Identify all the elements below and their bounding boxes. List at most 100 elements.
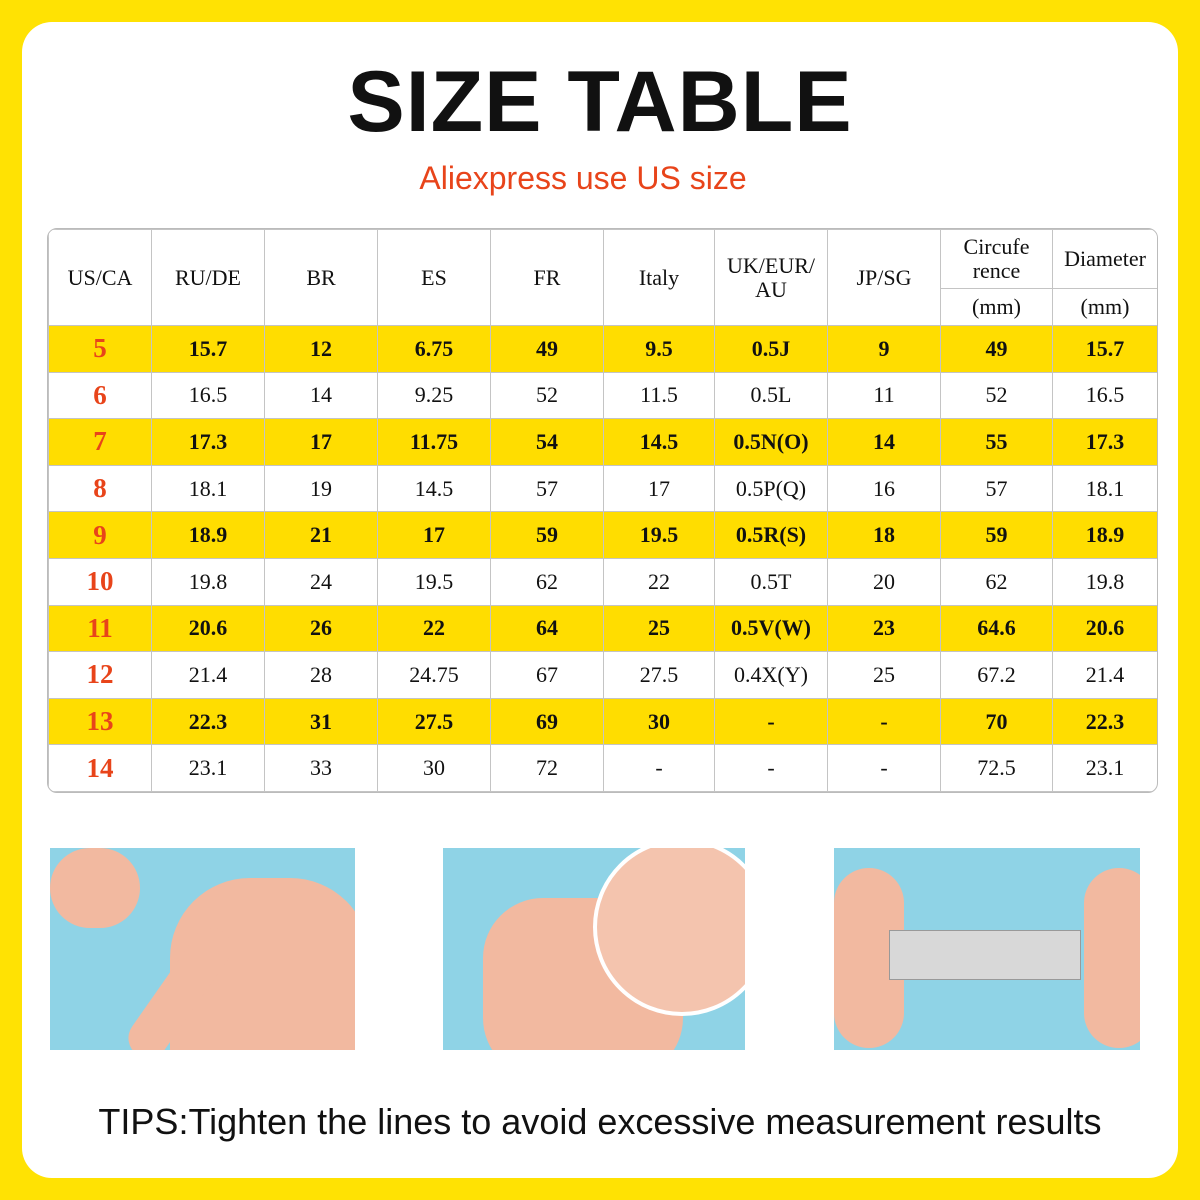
cell-italy: 27.5: [603, 651, 715, 699]
cell-uk-eur-au: -: [714, 744, 828, 792]
header-circumference-unit: (mm): [940, 288, 1053, 326]
cell-diameter: 18.1: [1052, 464, 1157, 513]
photo-marking-string: [443, 848, 745, 1050]
tips-text: TIPS:Tighten the lines to avoid excessiv…: [98, 1101, 1102, 1142]
cell-es: 9.25: [377, 371, 491, 420]
cell-circumference: 70: [940, 697, 1053, 746]
cell-jp-sg: 11: [827, 371, 941, 420]
cell-br: 26: [264, 604, 378, 653]
photo-ruler-measure: [834, 848, 1140, 1050]
cell-circumference: 72.5: [940, 744, 1053, 792]
cell-italy: 19.5: [603, 511, 715, 559]
cell-us: 5: [48, 325, 152, 373]
cell-ru-de: 18.1: [151, 464, 265, 513]
cell-uk-eur-au: 0.5V(W): [714, 604, 828, 653]
cell-jp-sg: 16: [827, 464, 941, 513]
header-jp-sg: JP/SG: [827, 229, 941, 326]
cell-circumference: 62: [940, 557, 1053, 606]
cell-us: 12: [48, 651, 152, 699]
cell-br: 33: [264, 744, 378, 792]
cell-uk-eur-au: 0.5L: [714, 371, 828, 420]
cell-ru-de: 17.3: [151, 418, 265, 466]
table-row: 14 23.1 33 30 72- - -72.5 23.1: [48, 744, 1157, 792]
cell-circumference: 49: [940, 325, 1053, 373]
cell-diameter: 17.3: [1052, 418, 1157, 466]
table-row: 13 22.3 31 27.5 69 30- -70 22.3: [48, 697, 1157, 746]
cell-circumference: 57: [940, 464, 1053, 513]
cell-jp-sg: 9: [827, 325, 941, 373]
cell-diameter: 23.1: [1052, 744, 1157, 792]
cell-diameter: 20.6: [1052, 604, 1157, 653]
cell-es: 11.75: [377, 418, 491, 466]
cell-us: 11: [48, 604, 152, 653]
cell-us: 7: [48, 418, 152, 466]
cell-italy: -: [603, 744, 715, 792]
header-diameter-unit: (mm): [1052, 288, 1157, 326]
cell-italy: 17: [603, 464, 715, 513]
table-row: 6 16.5 14 9.25 52 11.5 0.5L 11 52 16.5: [48, 371, 1157, 420]
cell-es: 19.5: [377, 557, 491, 606]
cell-br: 28: [264, 651, 378, 699]
photo-string-around-finger: [50, 848, 355, 1050]
cell-ru-de: 15.7: [151, 325, 265, 373]
cell-fr: 59: [490, 511, 604, 559]
cell-circumference: 59: [940, 511, 1053, 559]
cell-fr: 69: [490, 697, 604, 746]
header-us-ca: US/CA: [48, 229, 152, 326]
header-uk-eur-au: UK/EUR/ AU: [714, 229, 828, 326]
cell-ru-de: 20.6: [151, 604, 265, 653]
cell-es: 24.75: [377, 651, 491, 699]
table-row: 9 18.9 21 17 59 19.5 0.5R(S) 18 59 18.9: [48, 511, 1157, 559]
cell-fr: 67: [490, 651, 604, 699]
header-br: BR: [264, 229, 378, 326]
cell-jp-sg: 25: [827, 651, 941, 699]
cell-circumference: 67.2: [940, 651, 1053, 699]
cell-uk-eur-au: -: [714, 697, 828, 746]
cell-diameter: 21.4: [1052, 651, 1157, 699]
cell-br: 31: [264, 697, 378, 746]
cell-diameter: 19.8: [1052, 557, 1157, 606]
cell-italy: 14.5: [603, 418, 715, 466]
cell-fr: 49: [490, 325, 604, 373]
cell-us: 10: [48, 557, 152, 606]
cell-diameter: 16.5: [1052, 371, 1157, 420]
cell-italy: 22: [603, 557, 715, 606]
cell-es: 6.75: [377, 325, 491, 373]
cell-us: 9: [48, 511, 152, 559]
header-fr: FR: [490, 229, 604, 326]
cell-diameter: 15.7: [1052, 325, 1157, 373]
cell-br: 19: [264, 464, 378, 513]
cell-jp-sg: 20: [827, 557, 941, 606]
cell-diameter: 22.3: [1052, 697, 1157, 746]
cell-ru-de: 22.3: [151, 697, 265, 746]
cell-jp-sg: 18: [827, 511, 941, 559]
cell-ru-de: 18.9: [151, 511, 265, 559]
header-es: ES: [377, 229, 491, 326]
cell-diameter: 18.9: [1052, 511, 1157, 559]
cell-uk-eur-au: 0.4X(Y): [714, 651, 828, 699]
cell-es: 27.5: [377, 697, 491, 746]
cell-uk-eur-au: 0.5J: [714, 325, 828, 373]
header-italy: Italy: [603, 229, 715, 326]
cell-fr: 72: [490, 744, 604, 792]
cell-br: 21: [264, 511, 378, 559]
cell-es: 22: [377, 604, 491, 653]
cell-circumference: 64.6: [940, 604, 1053, 653]
cell-circumference: 52: [940, 371, 1053, 420]
subtitle: Aliexpress use US size: [419, 160, 747, 196]
cell-circumference: 55: [940, 418, 1053, 466]
cell-fr: 64: [490, 604, 604, 653]
cell-italy: 9.5: [603, 325, 715, 373]
header-diameter: Diameter: [1052, 229, 1157, 289]
cell-us: 14: [48, 744, 152, 792]
cell-uk-eur-au: 0.5N(O): [714, 418, 828, 466]
cell-uk-eur-au: 0.5P(Q): [714, 464, 828, 513]
cell-ru-de: 16.5: [151, 371, 265, 420]
page-title: SIZE TABLE: [347, 54, 853, 150]
cell-us: 6: [48, 371, 152, 420]
table-row: 5 15.7 12 6.75 49 9.5 0.5J 9 49 15.7: [48, 325, 1157, 373]
cell-fr: 52: [490, 371, 604, 420]
cell-fr: 54: [490, 418, 604, 466]
cell-jp-sg: -: [827, 697, 941, 746]
cell-italy: 25: [603, 604, 715, 653]
